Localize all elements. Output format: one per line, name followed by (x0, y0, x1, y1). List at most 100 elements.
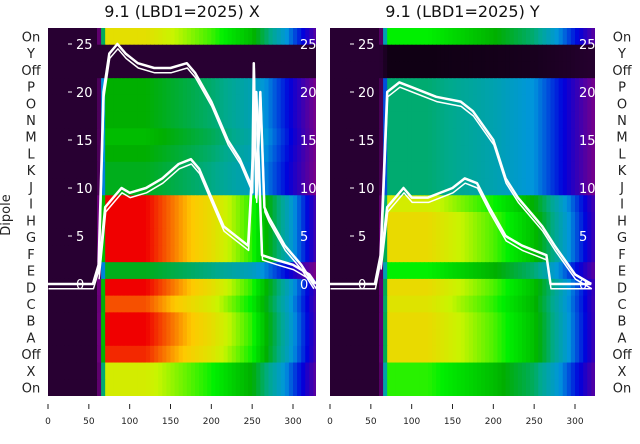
heatmap-cell (158, 28, 163, 46)
heatmap-cell (52, 128, 57, 146)
heatmap-cell (219, 312, 225, 330)
heatmap-cell (407, 111, 413, 129)
heatmap-cell (530, 145, 535, 163)
heatmap-cell (207, 195, 212, 213)
heatmap-cell (464, 262, 470, 280)
heatmap-cell (575, 161, 580, 180)
heatmap-cell (521, 145, 527, 163)
heatmap-cell (428, 28, 433, 46)
heatmap-cell (432, 228, 437, 246)
heatmap-cell (370, 111, 376, 129)
heatmap-cell (550, 345, 556, 364)
heatmap-cell (534, 345, 539, 364)
heatmap-cell (354, 78, 360, 96)
heatmap-cell (60, 128, 65, 146)
heatmap-cell (199, 212, 204, 230)
heatmap-cell (244, 128, 249, 146)
heatmap-cell (583, 212, 588, 230)
heatmap-cell (293, 245, 298, 263)
heatmap-cell (313, 245, 316, 263)
heatmap-cell (505, 44, 511, 62)
heatmap-cell (248, 295, 253, 313)
heatmap-cell (542, 111, 548, 129)
heatmap-cell (403, 329, 409, 347)
heatmap-cell (60, 178, 65, 196)
heatmap-cell (166, 379, 172, 396)
heatmap-cell (428, 111, 433, 129)
heatmap-cell (411, 161, 417, 180)
heatmap-cell (481, 329, 486, 347)
heatmap-cell (464, 111, 470, 129)
heatmap-cell (248, 28, 253, 46)
heatmap-cell (489, 245, 494, 263)
heatmap-cell (562, 278, 568, 297)
heatmap-cell (379, 111, 384, 129)
heatmap-cell (268, 345, 274, 364)
heatmap-cell (174, 111, 180, 129)
heatmap-cell (575, 262, 580, 280)
heatmap-cell (158, 312, 163, 330)
heatmap-cell (477, 312, 482, 330)
heatmap-cell (374, 379, 380, 396)
heatmap-cell (501, 145, 507, 163)
heatmap-cell (554, 28, 560, 46)
heatmap-cell (403, 262, 409, 280)
heatmap-cell (256, 78, 261, 96)
heatmap-cell (231, 278, 237, 297)
heatmap-cell (280, 145, 286, 163)
heatmap-cell (407, 362, 413, 380)
heatmap-cell (460, 228, 466, 246)
inner-y-tick-label-right: 15 (579, 134, 596, 149)
heatmap-cell (395, 278, 401, 297)
heatmap-cell (88, 61, 94, 79)
heatmap-cell (423, 329, 429, 347)
heatmap-cell (203, 94, 208, 113)
heatmap-cell (448, 379, 454, 396)
heatmap-cell (440, 278, 445, 297)
row-label: O (26, 97, 36, 112)
heatmap-cell (460, 78, 466, 96)
heatmap-cell (174, 379, 180, 396)
heatmap-cell (558, 78, 564, 96)
heatmap-cell (133, 262, 139, 280)
heatmap-cell (68, 312, 74, 330)
heatmap-cell (452, 94, 458, 113)
heatmap-cell (203, 161, 208, 180)
heatmap-cell (272, 195, 278, 213)
heatmap-cell (297, 78, 302, 96)
heatmap-cell (207, 111, 212, 129)
heatmap-cell (415, 228, 421, 246)
heatmap-cell (423, 212, 429, 230)
heatmap-cell (76, 362, 82, 380)
heatmap-cell (530, 178, 535, 196)
heatmap-cell (501, 329, 507, 347)
heatmap-cell (162, 111, 168, 129)
heatmap-cell (203, 329, 208, 347)
heatmap-cell (92, 128, 98, 146)
heatmap-cell (158, 228, 163, 246)
heatmap-cell (538, 44, 543, 62)
heatmap-cell (550, 379, 556, 396)
heatmap-cell (526, 178, 531, 196)
heatmap-cell (587, 228, 592, 246)
heatmap-cell (113, 111, 119, 129)
heatmap-cell (207, 161, 212, 180)
heatmap-cell (48, 94, 53, 113)
heatmap-cell (432, 178, 437, 196)
heatmap-cell (428, 345, 433, 364)
heatmap-cell (570, 111, 576, 129)
heatmap-cell (264, 212, 270, 230)
heatmap-cell (52, 178, 57, 196)
heatmap-cell (595, 229, 600, 246)
heatmap-cell (570, 78, 576, 96)
heatmap-cell (207, 61, 212, 79)
heatmap-cell (411, 61, 417, 79)
heatmap-cell (244, 111, 249, 129)
heatmap-cell (182, 278, 188, 297)
heatmap-cell (354, 178, 360, 196)
heatmap-cell (570, 145, 576, 163)
heatmap-cell (591, 28, 595, 46)
heatmap-cell (182, 78, 188, 96)
heatmap-cell (346, 28, 352, 46)
heatmap-cell (235, 312, 241, 330)
